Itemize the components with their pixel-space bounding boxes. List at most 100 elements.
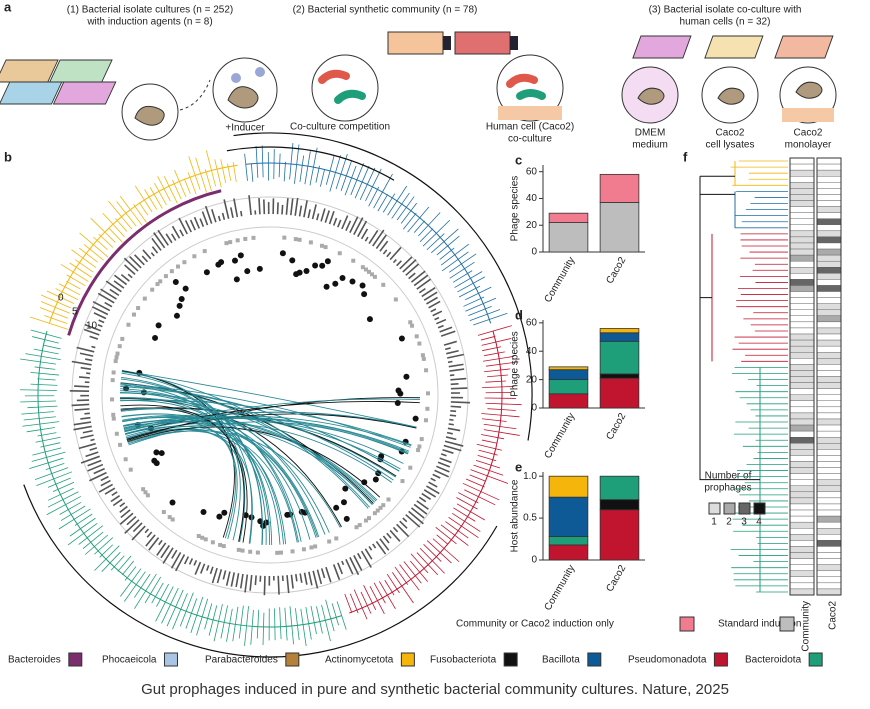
tree-branch xyxy=(373,173,393,209)
induction-block xyxy=(417,341,422,346)
legend-swatch xyxy=(587,652,602,667)
dot xyxy=(173,312,180,319)
tree-branch xyxy=(309,147,318,186)
copy-bar xyxy=(308,571,313,586)
induction-block xyxy=(202,249,207,254)
induction-block xyxy=(132,312,137,317)
tree-branch xyxy=(166,589,184,627)
tree-branch xyxy=(55,288,79,301)
induction-block xyxy=(200,535,205,540)
dot xyxy=(260,522,267,529)
tree-branch xyxy=(377,194,389,212)
copy-bar xyxy=(74,408,90,411)
induction-block xyxy=(228,240,233,245)
chord xyxy=(127,430,281,545)
copy-bar xyxy=(303,572,308,585)
tree-branch xyxy=(418,212,441,237)
tree-branch xyxy=(413,220,425,233)
copy-bar xyxy=(258,198,261,215)
tree-branch xyxy=(481,413,520,418)
copy-bar xyxy=(145,534,156,547)
heatmap-cell xyxy=(789,157,815,165)
copy-bar xyxy=(85,451,99,458)
legend-swatch xyxy=(163,652,178,667)
heatmap-cell xyxy=(816,260,842,268)
tree-branch xyxy=(155,586,174,622)
step-title: (1) Bacterial isolate cultures (n = 252) xyxy=(67,5,233,16)
induction-block xyxy=(375,508,380,513)
copy-bar xyxy=(423,291,438,301)
tree-branch xyxy=(66,280,81,290)
heatmap-cell xyxy=(789,260,815,268)
tree-branch xyxy=(33,348,59,355)
copy-bar xyxy=(209,566,214,575)
tree-branch xyxy=(344,165,357,196)
copy-bar xyxy=(418,287,426,294)
copy-bar xyxy=(104,301,113,308)
heatmap-cell xyxy=(816,455,842,462)
step-label: Human cell (Caco2) xyxy=(486,122,574,133)
copy-bar xyxy=(372,229,385,247)
copy-bar xyxy=(324,210,330,223)
copy-bar xyxy=(447,427,461,432)
heatmap-cell xyxy=(789,534,815,541)
heatmap-cell xyxy=(816,157,842,165)
tree-branch xyxy=(32,336,59,344)
heatmap-cell xyxy=(789,406,815,414)
copy-bar xyxy=(211,209,217,223)
copy-bar xyxy=(171,549,178,559)
copy-bar xyxy=(189,219,196,231)
copy-bar xyxy=(444,347,451,351)
tree-branch xyxy=(468,305,492,317)
legend-label: Bacteroidota xyxy=(745,655,802,666)
tree-branch xyxy=(464,489,496,506)
tree-branch xyxy=(482,386,515,388)
copy-bar xyxy=(158,539,163,546)
tree-branch xyxy=(205,150,217,187)
tree-branch xyxy=(144,576,162,604)
tree-branch xyxy=(483,429,520,436)
heatmap-cell xyxy=(789,521,815,529)
induction-block xyxy=(408,320,413,325)
tree-branch xyxy=(481,434,505,440)
copy-bar xyxy=(80,455,100,464)
step-label: Co-culture competition xyxy=(290,122,390,133)
copy-bar xyxy=(437,324,444,329)
tree-branch xyxy=(481,418,507,422)
tree-branch xyxy=(124,566,137,581)
induction-block xyxy=(167,515,172,520)
x-tick-label: Community xyxy=(543,255,578,304)
heatmap-cell xyxy=(816,169,842,177)
copy-bar xyxy=(82,429,93,434)
tree-branch xyxy=(407,206,430,233)
copy-bar xyxy=(345,220,352,232)
tree-branch xyxy=(423,544,442,562)
copy-bar xyxy=(294,197,299,216)
tree-branch xyxy=(208,605,218,636)
induction-block xyxy=(182,260,187,265)
induction-block xyxy=(251,235,256,240)
tree-branch xyxy=(151,582,164,604)
tree-branch xyxy=(304,151,311,185)
copy-bar xyxy=(184,220,192,233)
heatmap-cell xyxy=(789,564,815,571)
heatmap-cell xyxy=(816,467,842,474)
chord xyxy=(123,421,317,538)
copy-bar xyxy=(93,312,107,320)
bar-segment xyxy=(599,475,640,501)
dot xyxy=(289,257,296,264)
tree-branch xyxy=(331,603,340,626)
copy-bar xyxy=(379,538,390,551)
dot xyxy=(203,269,210,276)
dot xyxy=(340,499,347,506)
tree-branch xyxy=(67,523,98,546)
induction-block xyxy=(117,344,122,349)
copy-bar xyxy=(353,555,363,571)
copy-bar xyxy=(450,409,457,413)
tree-branch xyxy=(69,517,96,537)
heatmap-cell xyxy=(789,449,815,456)
x-tick-label: Caco2 xyxy=(604,255,628,286)
legend-swatch xyxy=(68,652,83,667)
heatmap-cell xyxy=(816,303,842,310)
tree-branch xyxy=(30,383,58,386)
